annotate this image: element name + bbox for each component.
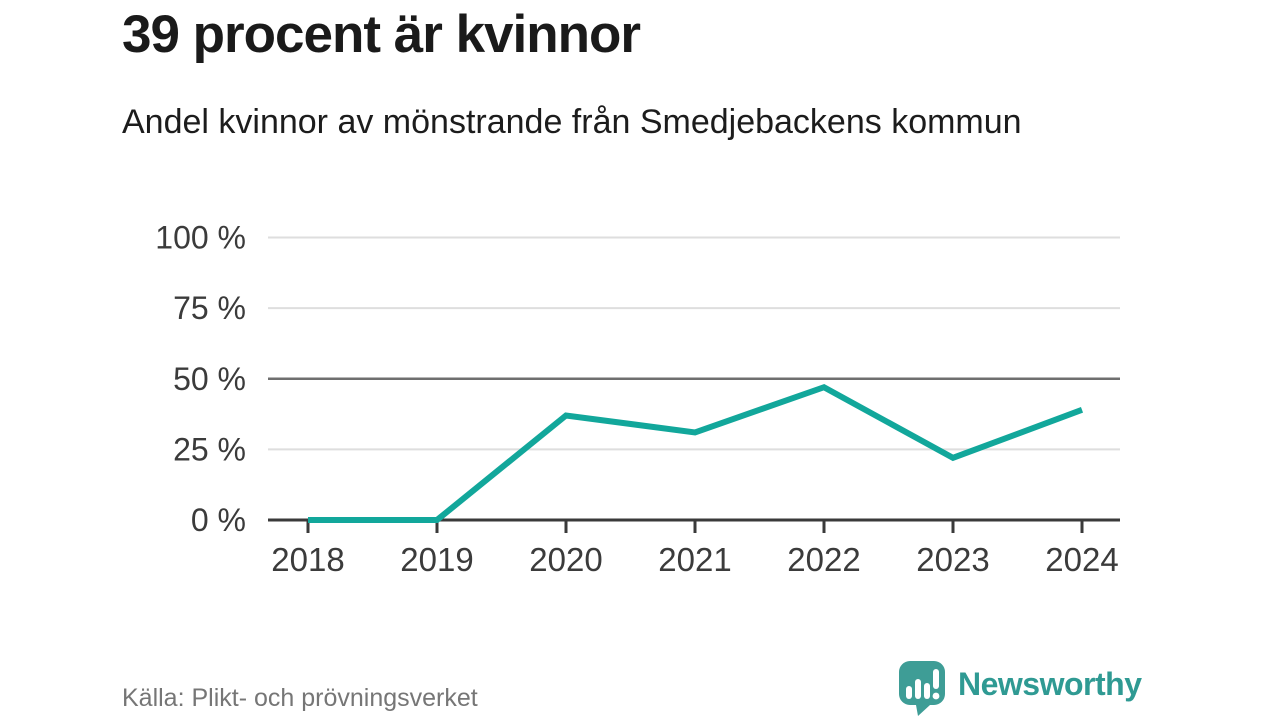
y-axis-label: 25 % xyxy=(173,431,246,467)
source-note: Källa: Plikt- och prövningsverket xyxy=(122,684,478,712)
x-axis-label: 2024 xyxy=(1045,541,1118,578)
newsworthy-logo-icon xyxy=(899,661,945,716)
x-axis-label: 2022 xyxy=(787,541,860,578)
chart-title: 39 procent är kvinnor xyxy=(122,5,641,64)
y-axis-label: 0 % xyxy=(191,502,246,538)
newsworthy-wordmark: Newsworthy xyxy=(958,666,1142,702)
x-axis-label: 2018 xyxy=(271,541,344,578)
x-axis-label: 2023 xyxy=(916,541,989,578)
y-axis-label: 50 % xyxy=(173,361,246,397)
y-axis-label: 75 % xyxy=(173,290,246,326)
y-axis-label: 100 % xyxy=(155,220,246,256)
data-line-series xyxy=(308,383,1084,523)
x-axis-label: 2021 xyxy=(658,541,731,578)
x-axis-label: 2020 xyxy=(529,541,602,578)
newsworthy-logo: Newsworthy xyxy=(898,660,1142,718)
x-axis-label: 2019 xyxy=(400,541,473,578)
chart-subtitle: Andel kvinnor av mönstrande från Smedjeb… xyxy=(122,103,1022,141)
